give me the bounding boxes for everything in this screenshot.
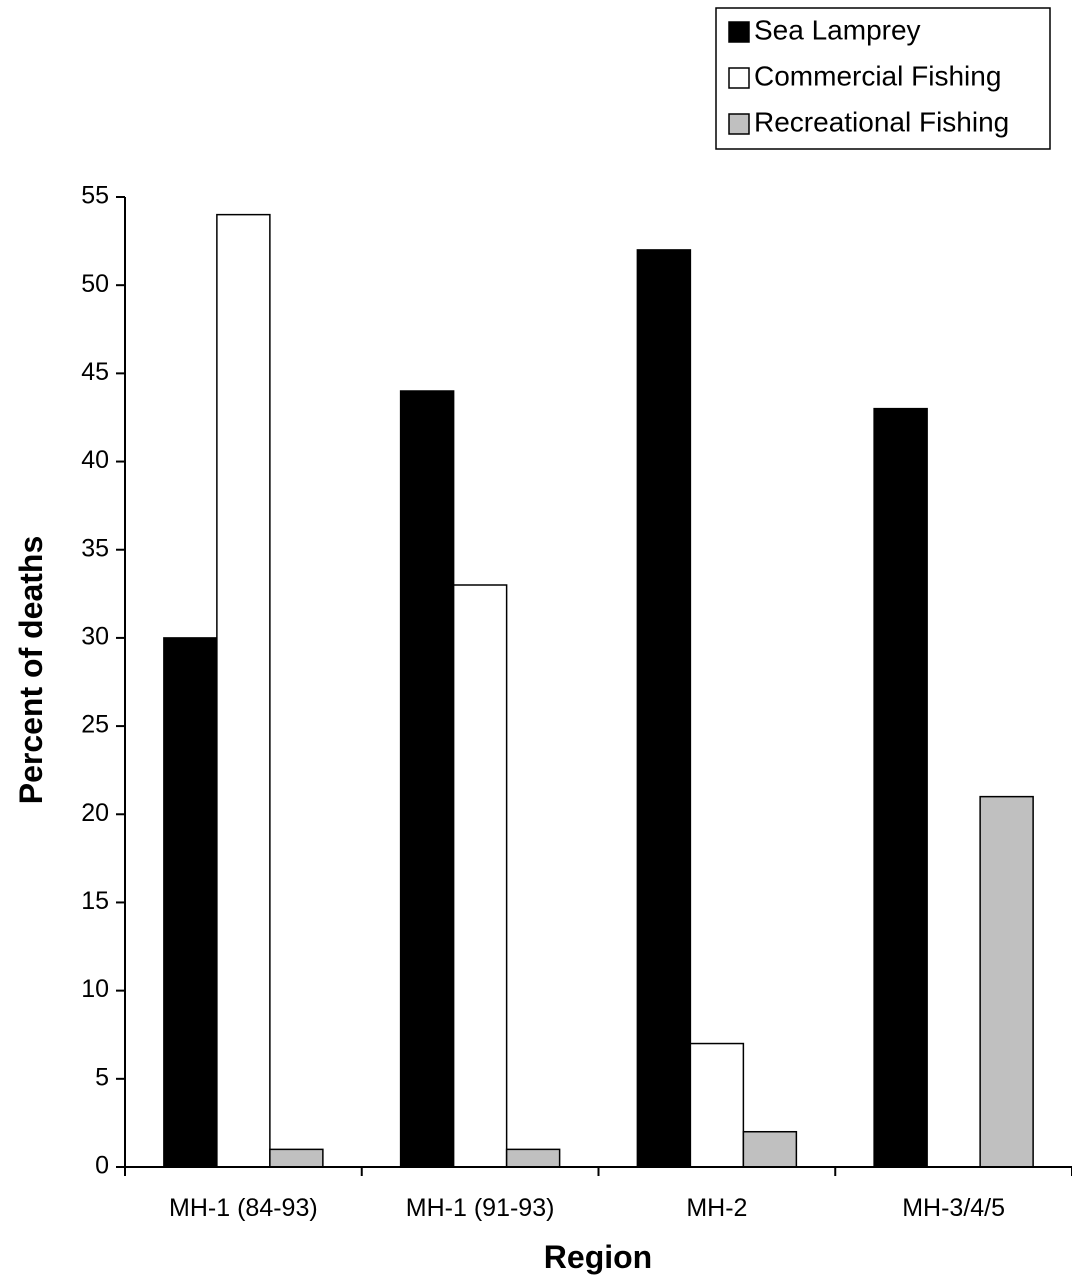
bar bbox=[979, 795, 1034, 1168]
bar bbox=[216, 213, 271, 1168]
legend-label: Recreational Fishing bbox=[754, 106, 1009, 137]
y-tick-label: 15 bbox=[81, 887, 109, 915]
legend-swatch bbox=[728, 67, 750, 89]
legend-label: Commercial Fishing bbox=[754, 60, 1001, 91]
legend-swatch bbox=[728, 113, 750, 135]
bar bbox=[742, 1130, 798, 1168]
bar bbox=[636, 249, 692, 1168]
legend: Sea Lamprey Commercial Fishing Recreationa… bbox=[715, 7, 1051, 150]
bar bbox=[163, 637, 218, 1168]
y-tick-label: 10 bbox=[81, 975, 109, 1003]
legend-box bbox=[715, 7, 1051, 150]
y-tick-label: 45 bbox=[81, 358, 109, 386]
bar bbox=[452, 584, 508, 1168]
bar bbox=[399, 390, 455, 1168]
x-axis: MH-1 (84-93) MH-1 (91-93) MH-2 MH-3/4/5 bbox=[124, 1166, 1072, 1222]
x-tick-label: MH-1 (84-93) bbox=[169, 1194, 318, 1222]
y-axis-title: Percent of deaths bbox=[13, 536, 49, 805]
y-tick-label: 25 bbox=[81, 711, 109, 739]
x-tick-label: MH-3/4/5 bbox=[902, 1194, 1005, 1222]
y-axis: 0 5 10 15 20 25 30 35 40 45 50 55 bbox=[81, 182, 126, 1180]
bar bbox=[873, 407, 928, 1168]
y-tick-label: 35 bbox=[81, 534, 109, 562]
y-tick-label: 30 bbox=[81, 623, 109, 651]
x-tick-label: MH-2 bbox=[686, 1194, 747, 1222]
bar bbox=[269, 1148, 324, 1168]
legend-label: Sea Lamprey bbox=[754, 14, 921, 45]
y-tick-label: 55 bbox=[81, 182, 109, 210]
x-axis-title: Region bbox=[544, 1239, 652, 1275]
x-tick-label: MH-1 (91-93) bbox=[406, 1194, 555, 1222]
y-tick-label: 0 bbox=[95, 1152, 109, 1180]
bars bbox=[163, 213, 1034, 1168]
y-tick-label: 40 bbox=[81, 446, 109, 474]
y-tick-label: 20 bbox=[81, 799, 109, 827]
bar bbox=[689, 1042, 745, 1168]
y-tick-label: 50 bbox=[81, 270, 109, 298]
legend-swatch bbox=[728, 21, 750, 43]
bar bbox=[505, 1148, 561, 1168]
y-tick-label: 5 bbox=[95, 1063, 109, 1091]
